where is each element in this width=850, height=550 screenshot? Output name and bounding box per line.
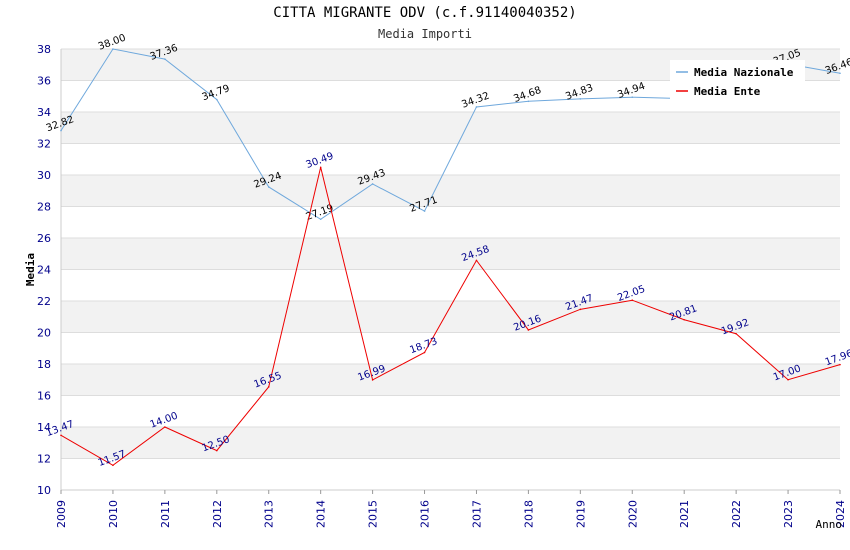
y-tick-label: 12	[37, 453, 51, 466]
y-axis-label: Media	[24, 253, 37, 286]
y-tick-label: 38	[37, 43, 51, 56]
data-point	[527, 329, 530, 331]
data-point	[216, 449, 218, 452]
y-tick-label: 18	[37, 358, 51, 371]
y-tick-label: 26	[37, 232, 51, 245]
y-tick-label: 36	[37, 75, 51, 88]
legend-box	[670, 60, 805, 102]
grid-band	[61, 395, 840, 427]
grid-band	[61, 269, 840, 301]
chart-subtitle: Media Importi	[378, 27, 472, 41]
y-tick-label: 28	[37, 201, 51, 214]
x-tick-label: 2017	[470, 500, 483, 528]
data-point	[787, 378, 789, 381]
data-point	[319, 166, 322, 169]
x-tick-label: 2011	[159, 500, 172, 528]
x-tick-label: 2012	[211, 500, 224, 528]
data-point	[683, 318, 685, 321]
grid-band	[61, 112, 840, 144]
data-point	[475, 259, 478, 262]
y-tick-label: 32	[37, 138, 51, 151]
x-axis-label: Anno	[816, 518, 843, 531]
x-tick-label: 2018	[522, 500, 535, 528]
data-point	[371, 379, 374, 381]
grid-band	[61, 458, 840, 490]
grid-band	[61, 206, 840, 238]
y-tick-label: 14	[37, 421, 51, 434]
x-tick-label: 2010	[107, 500, 120, 528]
data-point	[579, 308, 582, 311]
x-tick-label: 2014	[315, 500, 328, 528]
x-tick-label: 2015	[367, 500, 380, 528]
data-point	[475, 106, 478, 108]
x-tick-label: 2023	[782, 500, 795, 528]
y-tick-label: 20	[37, 327, 51, 340]
legend-label: Media Ente	[694, 85, 761, 98]
data-point	[60, 129, 62, 132]
y-tick-label: 16	[37, 390, 51, 403]
data-point	[216, 98, 218, 101]
data-point	[267, 186, 270, 188]
x-tick-label: 2024	[834, 500, 847, 528]
data-point	[527, 100, 530, 103]
data-point	[423, 210, 426, 212]
series-line-media-ente	[60, 167, 841, 466]
x-tick-label: 2016	[419, 500, 432, 528]
legend-label: Media Nazionale	[694, 66, 794, 79]
x-tick-label: 2019	[574, 500, 587, 528]
data-point	[579, 98, 582, 100]
x-tick-label: 2020	[626, 500, 639, 528]
data-point	[164, 426, 166, 428]
grid-band	[61, 332, 840, 364]
data-point	[839, 72, 841, 75]
y-tick-label: 24	[37, 264, 51, 277]
grid-band	[61, 175, 840, 207]
grid-band	[61, 238, 840, 270]
grid-band	[61, 427, 840, 459]
data-point	[631, 299, 634, 302]
grid-band	[61, 364, 840, 396]
x-tick-label: 2009	[55, 500, 68, 528]
data-point	[371, 183, 374, 185]
data-point	[112, 48, 114, 50]
data-point	[319, 218, 322, 221]
data-point	[839, 363, 841, 366]
y-tick-label: 22	[37, 295, 51, 308]
chart-title: CITTA MIGRANTE ODV (c.f.91140040352)	[273, 5, 577, 21]
data-point	[267, 386, 270, 388]
data-point	[112, 464, 114, 467]
data-point	[423, 351, 426, 354]
x-tick-label: 2021	[678, 500, 691, 528]
y-tick-label: 30	[37, 169, 51, 182]
data-point	[631, 96, 634, 98]
y-tick-label: 10	[37, 484, 51, 497]
data-point	[60, 434, 62, 437]
y-tick-label: 34	[37, 106, 51, 119]
data-point	[735, 332, 737, 335]
data-point	[164, 58, 166, 60]
x-tick-label: 2022	[730, 500, 743, 528]
x-tick-label: 2013	[263, 500, 276, 528]
